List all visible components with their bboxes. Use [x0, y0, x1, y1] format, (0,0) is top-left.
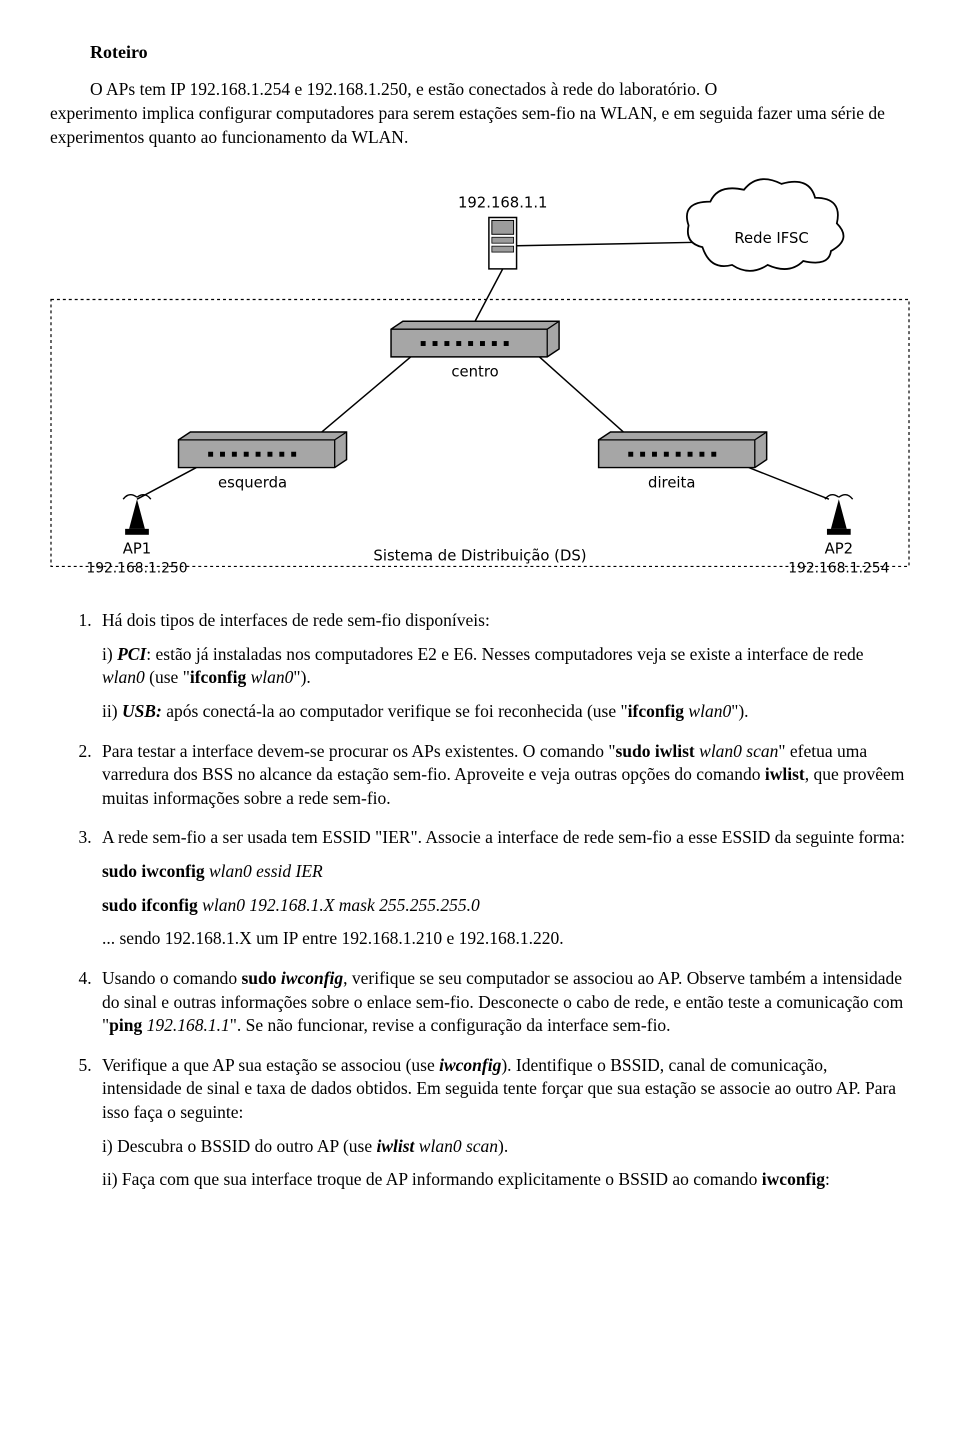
t: iwlist: [765, 764, 805, 784]
t: sudo: [242, 968, 281, 988]
step5-sub-i: i) Descubra o BSSID do outro AP (use iwl…: [102, 1135, 910, 1159]
t: ping: [109, 1015, 142, 1035]
step-4: Usando o comando sudo iwconfig, verifiqu…: [96, 967, 910, 1038]
intro-paragraph: O APs tem IP 192.168.1.254 e 192.168.1.2…: [50, 78, 910, 149]
step1-sub-i: i) PCI: estão já instaladas nos computad…: [102, 643, 910, 690]
step-3: A rede sem-fio a ser usada tem ESSID "IE…: [96, 826, 910, 951]
step1-sub-ii: ii) USB: após conectá-la ao computador v…: [102, 700, 910, 724]
t: Para testar a interface devem-se procura…: [102, 741, 616, 761]
svg-text:esquerda: esquerda: [218, 475, 287, 492]
t: ").: [731, 701, 748, 721]
step3-text: A rede sem-fio a ser usada tem ESSID "IE…: [102, 827, 905, 847]
t: sudo iwconfig: [102, 861, 205, 881]
t: 192.168.1.1: [147, 1015, 230, 1035]
t: wlan0 scan: [699, 741, 778, 761]
t: ).: [498, 1136, 508, 1156]
t: Usando o comando: [102, 968, 242, 988]
t: i): [102, 644, 117, 664]
t: ". Se não funcionar, revise a configuraç…: [230, 1015, 671, 1035]
intro-line2: experimento implica configurar computado…: [50, 103, 885, 147]
t: iwconfig: [762, 1169, 825, 1189]
step-5: Verifique a que AP sua estação se associ…: [96, 1054, 910, 1192]
svg-text:192.168.1.250: 192.168.1.250: [86, 561, 187, 577]
t: ii): [102, 701, 122, 721]
t: (use ": [145, 667, 190, 687]
svg-text:Sistema de Distribuição (DS): Sistema de Distribuição (DS): [373, 548, 586, 565]
step3-note: ... sendo 192.168.1.X um IP entre 192.16…: [102, 927, 910, 951]
t: wlan0 essid IER: [205, 861, 323, 881]
t: após conectá-la ao computador verifique …: [162, 701, 628, 721]
t: iwconfig: [439, 1055, 501, 1075]
t: sudo ifconfig: [102, 895, 198, 915]
intro-line1: O APs tem IP 192.168.1.254 e 192.168.1.2…: [90, 79, 717, 99]
t: Verifique a que AP sua estação se associ…: [102, 1055, 439, 1075]
t: wlan0: [102, 667, 145, 687]
t: : estão já instaladas nos computadores E…: [146, 644, 863, 664]
t: USB:: [122, 701, 162, 721]
network-diagram: 192.168.1.1 Rede IFSC centro esquerda direit…: [50, 173, 910, 578]
t: iwconfig: [281, 968, 343, 988]
t: ifconfig: [628, 701, 684, 721]
t: wlan0 192.168.1.X mask 255.255.255.0: [198, 895, 480, 915]
t: ").: [293, 667, 310, 687]
svg-text:AP1: AP1: [123, 541, 152, 558]
t: PCI: [117, 644, 146, 664]
step3-cmd2: sudo ifconfig wlan0 192.168.1.X mask 255…: [102, 894, 910, 918]
steps-list: Há dois tipos de interfaces de rede sem-…: [50, 609, 910, 1192]
svg-text:direita: direita: [648, 475, 695, 492]
svg-text:Rede IFSC: Rede IFSC: [734, 230, 808, 247]
svg-text:AP2: AP2: [825, 541, 854, 558]
t: :: [825, 1169, 830, 1189]
step-2: Para testar a interface devem-se procura…: [96, 740, 910, 811]
t: ii) Faça com que sua interface troque de…: [102, 1169, 762, 1189]
t: ifconfig: [190, 667, 246, 687]
svg-text:192.168.1.1: 192.168.1.1: [458, 195, 548, 212]
step-1: Há dois tipos de interfaces de rede sem-…: [96, 609, 910, 724]
t: wlan0 scan: [419, 1136, 498, 1156]
svg-text:192.168.1.254: 192.168.1.254: [788, 561, 889, 577]
t: iwlist: [376, 1136, 414, 1156]
t: wlan0: [688, 701, 731, 721]
svg-text:centro: centro: [451, 364, 498, 381]
t: sudo iwlist: [616, 741, 695, 761]
step1-text: Há dois tipos de interfaces de rede sem-…: [102, 610, 490, 630]
t: wlan0: [251, 667, 294, 687]
section-title: Roteiro: [90, 40, 910, 64]
step3-cmd1: sudo iwconfig wlan0 essid IER: [102, 860, 910, 884]
t: i) Descubra o BSSID do outro AP (use: [102, 1136, 376, 1156]
step5-sub-ii: ii) Faça com que sua interface troque de…: [102, 1168, 910, 1192]
